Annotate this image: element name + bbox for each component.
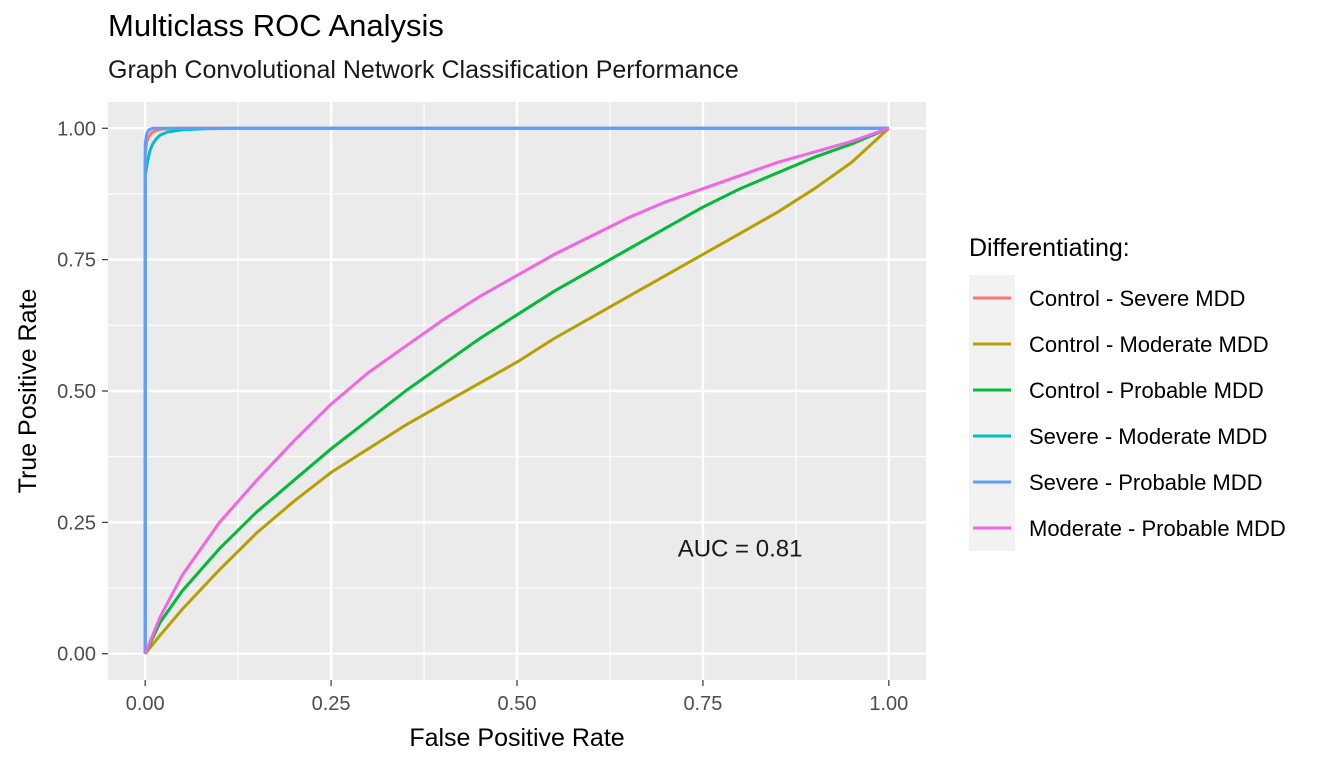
legend-label: Severe - Probable MDD [1029, 470, 1263, 495]
x-tick-label: 1.00 [869, 693, 908, 715]
legend-key-background [969, 275, 1015, 551]
legend-label: Control - Severe MDD [1029, 286, 1245, 311]
series-layer [143, 126, 890, 655]
roc-line-control-moderate-mdd [144, 127, 890, 655]
roc-line-moderate-probable-mdd [143, 126, 890, 655]
legend-label: Severe - Moderate MDD [1029, 424, 1267, 449]
y-tick-label: 0.50 [57, 381, 96, 403]
legend-label: Control - Moderate MDD [1029, 332, 1269, 357]
legend: Control - Severe MDD Control - Moderate M… [969, 275, 1286, 551]
legend-title: Differentiating: [969, 234, 1130, 262]
roc-line-severe-probable-mdd [143, 126, 889, 654]
auc-annotation: AUC = 0.81 [678, 536, 803, 563]
x-tick-label: 0.00 [126, 693, 165, 715]
y-tick-label: 0.75 [57, 250, 96, 272]
x-tick-label: 0.25 [312, 693, 351, 715]
x-axis: 0.00 0.25 0.50 0.75 1.00 [126, 680, 908, 715]
y-tick-label: 1.00 [57, 118, 96, 140]
y-axis-label: True Positive Rate [14, 289, 42, 494]
roc-line-control-probable-mdd [143, 126, 890, 655]
chart-title: Multiclass ROC Analysis [108, 8, 444, 43]
chart-subtitle: Graph Convolutional Network Classificati… [108, 56, 739, 84]
y-tick-label: 0.25 [57, 512, 96, 534]
x-tick-label: 0.75 [683, 693, 722, 715]
y-axis: 0.00 0.25 0.50 0.75 1.00 [57, 118, 108, 666]
x-axis-label: False Positive Rate [409, 724, 624, 752]
x-tick-label: 0.50 [498, 693, 537, 715]
legend-label: Control - Probable MDD [1029, 378, 1264, 403]
legend-label: Moderate - Probable MDD [1029, 516, 1286, 541]
y-tick-label: 0.00 [57, 644, 96, 666]
